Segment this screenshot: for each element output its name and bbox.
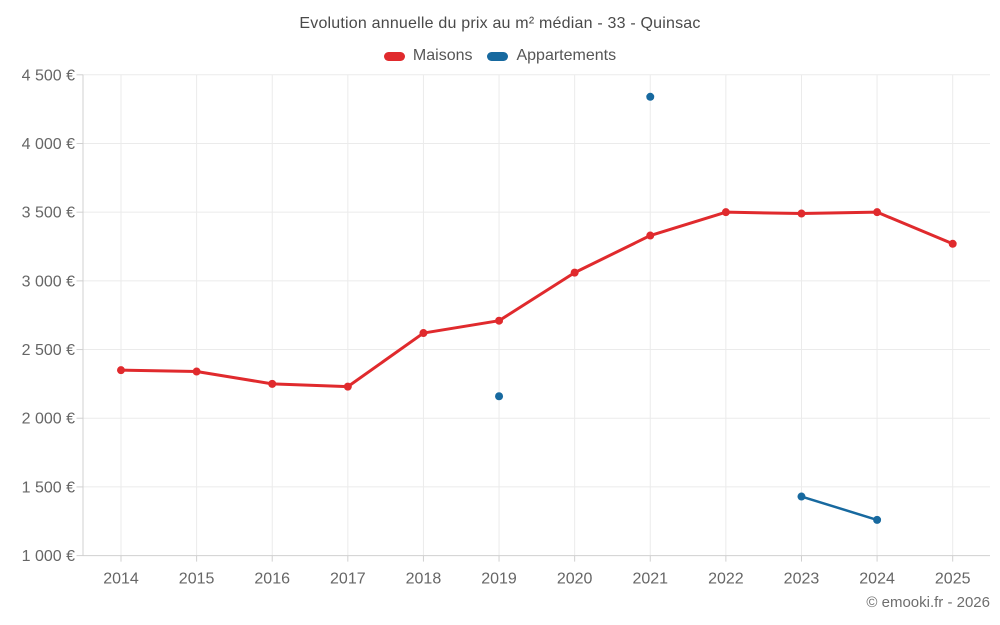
maisons-line [119, 210, 955, 389]
y-tick-label: 2 500 € [22, 342, 75, 359]
appartements-point[interactable] [646, 92, 655, 101]
maisons-point[interactable] [268, 379, 277, 388]
x-tick-label: 2016 [254, 571, 290, 588]
maisons-point[interactable] [873, 208, 882, 217]
maisons-point[interactable] [721, 208, 730, 217]
appartements-legend-label: Appartements [516, 47, 617, 64]
x-tick-label: 2020 [557, 571, 593, 588]
x-tick-label: 2019 [481, 571, 517, 588]
appartements-legend-swatch [487, 51, 509, 61]
appartements-point[interactable] [873, 515, 882, 524]
x-tick-label: 2025 [935, 571, 971, 588]
x-tick-label: 2022 [708, 571, 744, 588]
chart-title: Evolution annuelle du prix au m² médian … [299, 15, 701, 32]
appartements-point[interactable] [495, 392, 504, 401]
y-tick-label: 4 000 € [22, 136, 75, 153]
maisons-point[interactable] [343, 382, 352, 391]
y-tick-label: 3 000 € [22, 273, 75, 290]
y-tick-label: 4 500 € [22, 67, 75, 84]
maisons-point[interactable] [948, 239, 957, 248]
maisons-point[interactable] [570, 268, 579, 277]
y-tick-label: 1 500 € [22, 479, 75, 496]
x-tick-label: 2017 [330, 571, 366, 588]
x-tick-label: 2015 [179, 571, 215, 588]
legend-item-maisons[interactable]: Maisons [383, 47, 473, 65]
x-tick-label: 2018 [406, 571, 442, 588]
x-tick-label: 2024 [859, 571, 895, 588]
maisons-point[interactable] [117, 366, 125, 375]
y-tick-label: 2 000 € [22, 411, 75, 428]
x-tick-label: 2014 [103, 571, 139, 588]
maisons-legend-label: Maisons [412, 47, 473, 64]
chart-legend: Maisons Appartements [0, 46, 1000, 66]
maisons-point[interactable] [495, 316, 504, 325]
maisons-legend-swatch [383, 51, 405, 61]
maisons-point[interactable] [797, 209, 806, 218]
maisons-point[interactable] [192, 367, 201, 376]
maisons-point[interactable] [419, 329, 428, 338]
x-tick-label: 2021 [632, 571, 668, 588]
x-tick-label: 2023 [784, 571, 820, 588]
copyright-text: © emooki.fr - 2026 [866, 594, 990, 611]
legend-item-appartements[interactable]: Appartements [487, 47, 616, 65]
maisons-point[interactable] [646, 231, 655, 240]
appartements-point[interactable] [797, 492, 806, 501]
y-tick-label: 1 000 € [22, 548, 75, 565]
y-tick-label: 3 500 € [22, 205, 75, 222]
appartements-line [800, 495, 879, 522]
